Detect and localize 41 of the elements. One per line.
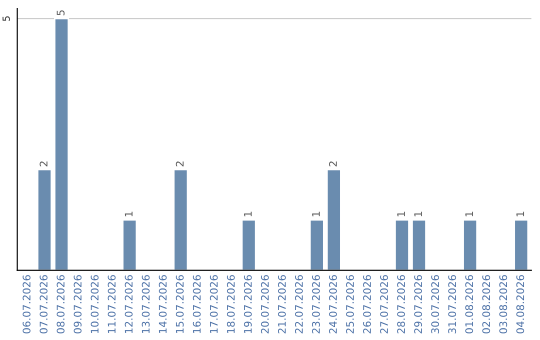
- x-tick-label: 03.08.2026: [499, 275, 508, 334]
- x-tick-label: 09.07.2026: [74, 275, 82, 334]
- x-tick-label: 23.07.2026: [312, 275, 320, 334]
- data-label: 2: [40, 162, 48, 166]
- data-label: 1: [414, 212, 422, 216]
- x-tick-label: 27.07.2026: [380, 275, 388, 334]
- x-tick-label: 30.07.2026: [431, 275, 440, 334]
- x-tick-label: 07.07.2026: [40, 275, 48, 334]
- data-label: 1: [516, 212, 524, 216]
- x-tick-label: 02.08.2026: [482, 275, 490, 334]
- x-tick-label: 14.07.2026: [158, 275, 167, 333]
- x-tick-label: 08.07.2026: [56, 275, 65, 334]
- data-label: 5: [56, 10, 65, 16]
- x-tick-label: 16.07.2026: [192, 275, 201, 333]
- x-tick-label: 15.07.2026: [176, 275, 184, 333]
- x-tick-label: 13.07.2026: [142, 275, 150, 333]
- x-tick-label: 01.08.2026: [465, 275, 474, 334]
- x-tick-label: 25.07.2026: [346, 275, 354, 334]
- data-label: 1: [465, 212, 473, 216]
- data-label: 1: [397, 212, 405, 216]
- x-tick-label: 11.07.2026: [108, 275, 116, 333]
- x-tick-label: 18.07.2026: [226, 275, 235, 333]
- x-tick-label: 28.07.2026: [397, 275, 406, 334]
- x-tick-label: 26.07.2026: [363, 275, 371, 334]
- x-tick-label: 04.08.2026: [516, 275, 524, 334]
- x-tick-label: 06.07.2026: [22, 275, 31, 334]
- data-label: 2: [176, 162, 184, 166]
- x-tick-label: 21.07.2026: [278, 275, 286, 334]
- data-label: 1: [312, 212, 320, 216]
- x-tick-label: 19.07.2026: [244, 275, 252, 333]
- x-tick-label: 29.07.2026: [414, 275, 422, 334]
- x-tick-label: 12.07.2026: [124, 275, 133, 333]
- x-tick-label: 10.07.2026: [90, 275, 99, 333]
- x-tick-label: 22.07.2026: [294, 275, 303, 334]
- x-tick-label: 31.07.2026: [448, 275, 456, 334]
- x-tick-label: 24.07.2026: [329, 275, 337, 334]
- data-label: 2: [329, 162, 337, 166]
- data-label: 1: [244, 212, 252, 216]
- data-label: 1: [124, 212, 133, 216]
- x-tick-label: 17.07.2026: [210, 275, 218, 333]
- x-tick-label: 20.07.2026: [260, 275, 269, 334]
